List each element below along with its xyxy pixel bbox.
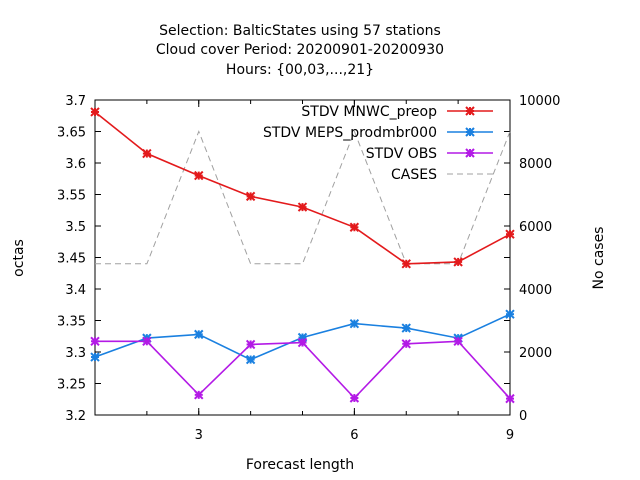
y-tick-label: 3.3	[65, 346, 86, 361]
data-point-stdv-mnwc-preop	[297, 202, 308, 212]
data-point-stdv-obs	[401, 339, 411, 349]
data-point-stdv-mnwc-preop	[90, 107, 100, 117]
y-tick-label: 3.35	[57, 315, 86, 330]
legend-marker	[465, 106, 475, 116]
data-point-stdv-mnwc-preop	[453, 257, 463, 267]
y-tick-label: 3.5	[65, 220, 86, 235]
y-axis-label: octas	[11, 239, 27, 277]
data-point-stdv-mnwc-preop	[505, 229, 515, 239]
y-tick-label: 3.65	[57, 126, 86, 141]
y2-tick-label: 6000	[519, 220, 552, 235]
y-tick-label: 3.4	[65, 283, 86, 298]
y-axis: 3.2 3.25 3.3 3.35 3.4 3.45 3.5 3.55 3.6 3.65 3.7	[57, 94, 510, 424]
data-point-stdv-obs	[245, 339, 256, 350]
series-line-cases	[95, 130, 511, 265]
title-line-3: Hours: {00,03,...,21}	[226, 62, 374, 78]
data-point-stdv-meps-prodmbr000	[90, 352, 100, 362]
x-tick-label: 6	[350, 428, 358, 443]
y2-axis-label: No cases	[591, 227, 607, 290]
y2-tick-label: 2000	[519, 346, 552, 361]
legend-label: STDV MNWC_preop	[301, 104, 437, 120]
legend-label: STDV OBS	[366, 146, 437, 162]
data-point-stdv-mnwc-preop	[194, 170, 204, 181]
y-tick-label: 3.45	[57, 252, 86, 267]
data-point-stdv-obs	[453, 336, 463, 346]
data-point-stdv-meps-prodmbr000	[505, 309, 515, 319]
data-point-stdv-obs	[142, 336, 152, 346]
data-point-stdv-meps-prodmbr000	[194, 329, 204, 340]
y2-tick-label: 4000	[519, 283, 552, 298]
y2-tick-label: 8000	[519, 157, 552, 172]
y-tick-label: 3.6	[65, 157, 86, 172]
y2-tick-label: 10000	[519, 94, 560, 109]
legend-label: CASES	[391, 167, 437, 183]
title-line-2: Cloud cover Period: 20200901-20200930	[156, 42, 444, 58]
legend-marker	[465, 148, 475, 158]
x-axis-label: Forecast length	[246, 457, 354, 473]
data-point-stdv-obs	[90, 336, 100, 346]
data-point-stdv-mnwc-preop	[401, 259, 411, 269]
chart-title: Selection: BalticStates using 57 station…	[156, 23, 444, 78]
y-tick-label: 3.7	[65, 94, 86, 109]
y2-axis: 0 2000 4000 6000 8000 10000	[504, 94, 560, 424]
data-point-stdv-meps-prodmbr000	[401, 323, 411, 333]
legend-label: STDV MEPS_prodmbr000	[263, 125, 437, 141]
y-tick-label: 3.55	[57, 189, 86, 204]
data-point-stdv-obs	[349, 393, 360, 403]
plot-frame	[94, 99, 511, 416]
series-line-stdv-obs	[95, 340, 511, 400]
data-point-stdv-obs	[505, 393, 515, 404]
data-point-stdv-meps-prodmbr000	[349, 318, 360, 329]
x-axis: 3 6 9	[94, 100, 514, 443]
y-tick-label: 3.2	[65, 409, 86, 424]
y2-tick-label: 0	[519, 409, 527, 424]
data-point-stdv-meps-prodmbr000	[245, 354, 256, 365]
title-line-1: Selection: BalticStates using 57 station…	[159, 23, 441, 39]
series-layer	[90, 107, 515, 404]
legend: STDV MNWC_preop STDV MEPS_prodmbr000 STDV …	[263, 104, 493, 183]
data-point-stdv-mnwc-preop	[349, 222, 360, 232]
data-point-stdv-obs	[194, 390, 204, 400]
data-point-stdv-obs	[297, 337, 308, 348]
legend-marker	[465, 127, 475, 137]
x-tick-label: 3	[195, 428, 203, 443]
data-point-stdv-mnwc-preop	[245, 191, 256, 202]
data-point-stdv-mnwc-preop	[142, 148, 152, 159]
x-tick-label: 9	[506, 428, 514, 443]
y-tick-label: 3.25	[57, 378, 86, 393]
